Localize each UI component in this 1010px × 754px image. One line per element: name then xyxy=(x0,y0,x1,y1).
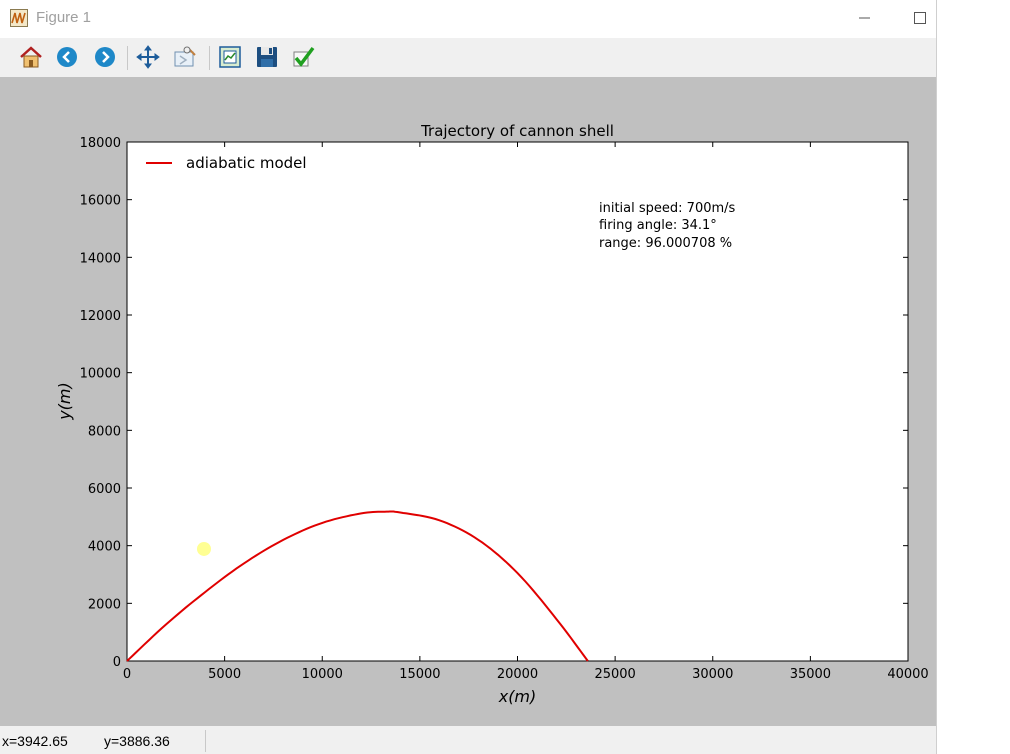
figure-window: Figure 1 xyxy=(0,0,937,754)
toolbar-separator xyxy=(127,46,128,70)
x-tick-label: 35000 xyxy=(790,667,831,682)
edit-button[interactable] xyxy=(291,44,317,70)
y-tick-label: 6000 xyxy=(88,482,121,497)
x-tick-label: 30000 xyxy=(692,667,733,682)
plot-figure[interactable]: 0 5000 10000 15000 20000 25000 30000 35000 40000… xyxy=(0,77,936,726)
tick-marks xyxy=(126,141,909,662)
pan-arrows-icon xyxy=(136,45,160,69)
home-icon xyxy=(20,46,42,68)
zoom-rect-icon xyxy=(174,46,196,67)
pan-button[interactable] xyxy=(135,44,161,70)
y-tick-labels: 0 2000 4000 6000 8000 10000 12000 14000 16000 180… xyxy=(80,136,121,670)
x-tick-labels: 0 5000 10000 15000 20000 25000 30000 35000 40000 xyxy=(123,667,929,682)
y-tick-label: 18000 xyxy=(80,136,121,151)
checkmark-icon xyxy=(293,46,315,67)
y-tick-label: 0 xyxy=(113,655,121,670)
y-axis-label: y(m) xyxy=(55,382,74,421)
back-arrow-icon xyxy=(57,47,77,67)
status-bar: x=3942.65 y=3886.36 xyxy=(0,727,936,754)
subplots-icon xyxy=(219,46,241,68)
x-tick-label: 40000 xyxy=(887,667,928,682)
minimize-button[interactable] xyxy=(855,8,875,28)
series-line-adiabatic-model xyxy=(126,510,589,662)
x-tick-label: 15000 xyxy=(399,667,440,682)
annotation-firing-angle: firing angle: 34.1° xyxy=(599,218,717,233)
zoom-button[interactable] xyxy=(172,44,198,70)
figure-canvas[interactable]: 0 5000 10000 15000 20000 25000 30000 35000 40000… xyxy=(0,77,936,726)
legend: adiabatic model xyxy=(146,154,307,172)
x-tick-label: 20000 xyxy=(497,667,538,682)
window-title: Figure 1 xyxy=(36,9,92,26)
y-tick-label: 2000 xyxy=(88,597,121,612)
title-bar[interactable]: Figure 1 xyxy=(0,0,936,38)
home-button[interactable] xyxy=(18,44,44,70)
chart-title: Trajectory of cannon shell xyxy=(420,122,614,140)
annotation-block: initial speed: 700m/s firing angle: 34.1… xyxy=(599,201,736,251)
y-tick-label: 4000 xyxy=(88,540,121,555)
x-axis-label: x(m) xyxy=(498,687,537,706)
y-tick-label: 16000 xyxy=(80,194,121,209)
legend-label: adiabatic model xyxy=(186,154,307,172)
navigation-toolbar xyxy=(0,38,936,76)
app-icon xyxy=(10,9,28,27)
y-tick-label: 12000 xyxy=(80,309,121,324)
save-button[interactable] xyxy=(254,44,280,70)
status-divider xyxy=(205,730,206,752)
y-tick-label: 14000 xyxy=(80,251,121,266)
x-tick-label: 0 xyxy=(123,667,131,682)
y-tick-label: 10000 xyxy=(80,367,121,382)
axes-frame xyxy=(126,141,909,662)
x-tick-label: 25000 xyxy=(594,667,635,682)
back-button[interactable] xyxy=(54,44,80,70)
forward-button[interactable] xyxy=(92,44,118,70)
cursor-x-readout: x=3942.65 xyxy=(2,733,68,749)
floppy-disk-icon xyxy=(257,47,277,67)
cursor-marker xyxy=(196,541,211,556)
cursor-y-readout: y=3886.36 xyxy=(104,733,170,749)
x-tick-label: 10000 xyxy=(302,667,343,682)
x-tick-label: 5000 xyxy=(208,667,241,682)
toolbar-separator xyxy=(209,46,210,70)
forward-arrow-icon xyxy=(95,47,115,67)
y-tick-label: 8000 xyxy=(88,424,121,439)
maximize-button[interactable] xyxy=(910,8,930,28)
annotation-initial-speed: initial speed: 700m/s xyxy=(599,201,736,216)
annotation-range: range: 96.000708 % xyxy=(599,236,732,251)
subplots-button[interactable] xyxy=(217,44,243,70)
